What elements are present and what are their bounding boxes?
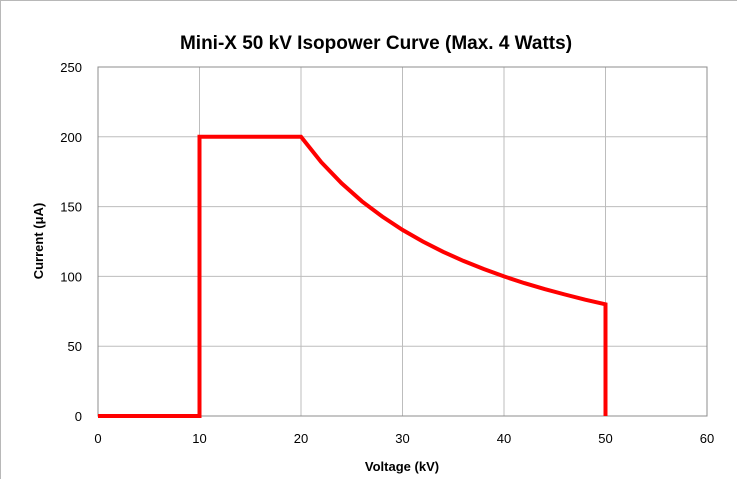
y-tick-label: 200 bbox=[60, 130, 82, 145]
x-tick-label: 50 bbox=[598, 431, 612, 446]
y-tick-label: 100 bbox=[60, 269, 82, 284]
chart-title: Mini-X 50 kV Isopower Curve (Max. 4 Watt… bbox=[180, 33, 572, 54]
y-tick-label: 150 bbox=[60, 200, 82, 215]
x-axis-title: Voltage (kV) bbox=[365, 459, 439, 474]
y-tick-label: 250 bbox=[60, 60, 82, 75]
x-tick-label: 0 bbox=[94, 431, 101, 446]
plot-area-border bbox=[97, 66, 708, 417]
y-tick-label: 50 bbox=[68, 339, 82, 354]
y-tick-label: 0 bbox=[75, 409, 82, 424]
x-tick-label: 10 bbox=[192, 431, 206, 446]
y-axis-title: Current (μA) bbox=[31, 203, 46, 280]
x-tick-label: 40 bbox=[497, 431, 511, 446]
x-tick-label: 30 bbox=[395, 431, 409, 446]
x-tick-label: 20 bbox=[294, 431, 308, 446]
tick-layer: 0 10 20 30 40 50 60 0 50 100 150 200 250 bbox=[60, 60, 714, 446]
x-tick-label: 60 bbox=[700, 431, 714, 446]
series-layer bbox=[98, 134, 608, 418]
grid-layer bbox=[97, 66, 708, 417]
isopower-series-line bbox=[98, 134, 608, 418]
